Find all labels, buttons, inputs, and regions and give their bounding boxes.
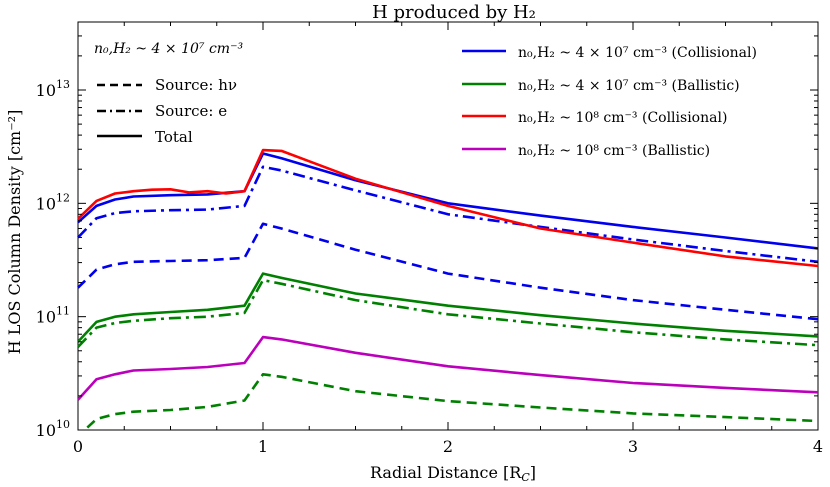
- legend-entry-blue: n₀,H₂ ~ 4 × 10⁷ cm⁻³ (Collisional): [518, 45, 757, 61]
- y-axis-label: H LOS Column Density [cm⁻²]: [5, 110, 24, 355]
- series-line-green-hv: [86, 372, 819, 429]
- series-line-green-e: [77, 278, 819, 348]
- legend-entry-red: n₀,H₂ ~ 10⁸ cm⁻³ (Collisional): [518, 110, 727, 126]
- series-line-blue-hv: [77, 222, 819, 321]
- legend-entry-total: Total: [155, 128, 193, 146]
- y-tick-label: 1011: [36, 305, 70, 327]
- legend-entry-magenta: n₀,H₂ ~ 10⁸ cm⁻³ (Ballistic): [518, 143, 710, 159]
- legend-cases: n₀,H₂ ~ 4 × 10⁷ cm⁻³ (Collisional) n₀,H₂…: [462, 45, 757, 159]
- series-line-green-total: [77, 272, 819, 343]
- y-tick-label: 1010: [36, 418, 70, 440]
- x-tick-label: 3: [628, 437, 638, 456]
- legend-entry-hv: Source: hν: [155, 76, 237, 94]
- x-tick-label: 1: [258, 437, 268, 456]
- x-tick-label: 0: [73, 437, 83, 456]
- series-line-blue-e: [77, 165, 819, 264]
- legend-entry-e: Source: e: [155, 102, 227, 120]
- legend-source: n₀,H₂ ~ 4 × 10⁷ cm⁻³ Source: hν Source: …: [94, 41, 243, 146]
- x-tick-label: 4: [813, 437, 823, 456]
- series-line-magenta-total: [77, 335, 819, 401]
- chart-title: H produced by H₂: [372, 2, 536, 23]
- y-tick-label: 1012: [36, 191, 70, 213]
- legend-entry-green: n₀,H₂ ~ 4 × 10⁷ cm⁻³ (Ballistic): [518, 78, 740, 94]
- y-tick-label: 1013: [36, 78, 70, 100]
- x-tick-label: 2: [443, 437, 453, 456]
- series-line-blue-total: [77, 152, 819, 250]
- series-line-red-total: [77, 148, 819, 268]
- legend-source-header: n₀,H₂ ~ 4 × 10⁷ cm⁻³: [94, 41, 243, 57]
- x-axis-label: Radial Distance [RC]: [370, 463, 536, 484]
- axis-ticks: 0 1 2 3 4 1010 1011 1012 1013: [36, 22, 823, 456]
- series-layer: [77, 148, 819, 429]
